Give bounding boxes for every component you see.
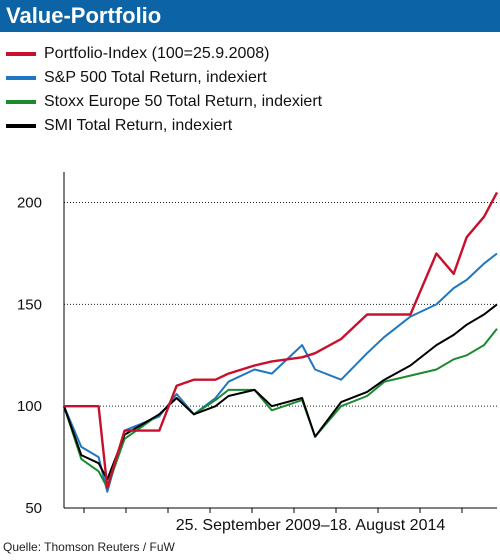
x-axis-label: 25. September 2009–18. August 2014 — [176, 517, 446, 534]
y-tick-label: 150 — [17, 296, 42, 313]
series-line — [63, 252, 498, 493]
legend-swatch-portfolio — [6, 52, 36, 56]
series-line — [63, 328, 498, 489]
y-tick-label: 100 — [17, 398, 42, 415]
legend-label: SMI Total Return, indexiert — [44, 117, 233, 134]
legend-label: Portfolio-Index (100=25.9.2008) — [44, 45, 270, 62]
source-note: Quelle: Thomson Reuters / FuW — [3, 540, 175, 554]
legend: Portfolio-Index (100=25.9.2008) S&P 500 … — [6, 42, 322, 138]
legend-item-smi: SMI Total Return, indexiert — [6, 114, 322, 138]
legend-swatch-sp500 — [6, 76, 36, 80]
page-title: Value-Portfolio — [0, 0, 500, 32]
y-tick-label: 200 — [17, 195, 42, 212]
legend-label: S&P 500 Total Return, indexiert — [44, 69, 267, 86]
legend-swatch-smi — [6, 124, 36, 128]
legend-label: Stoxx Europe 50 Total Return, indexiert — [44, 93, 323, 110]
legend-item-portfolio: Portfolio-Index (100=25.9.2008) — [6, 42, 322, 66]
y-tick-label: 50 — [25, 500, 42, 517]
legend-item-stoxx: Stoxx Europe 50 Total Return, indexiert — [6, 90, 322, 114]
legend-swatch-stoxx — [6, 100, 36, 104]
legend-item-sp500: S&P 500 Total Return, indexiert — [6, 66, 322, 90]
series-line — [64, 191, 499, 489]
series-line — [63, 303, 498, 481]
